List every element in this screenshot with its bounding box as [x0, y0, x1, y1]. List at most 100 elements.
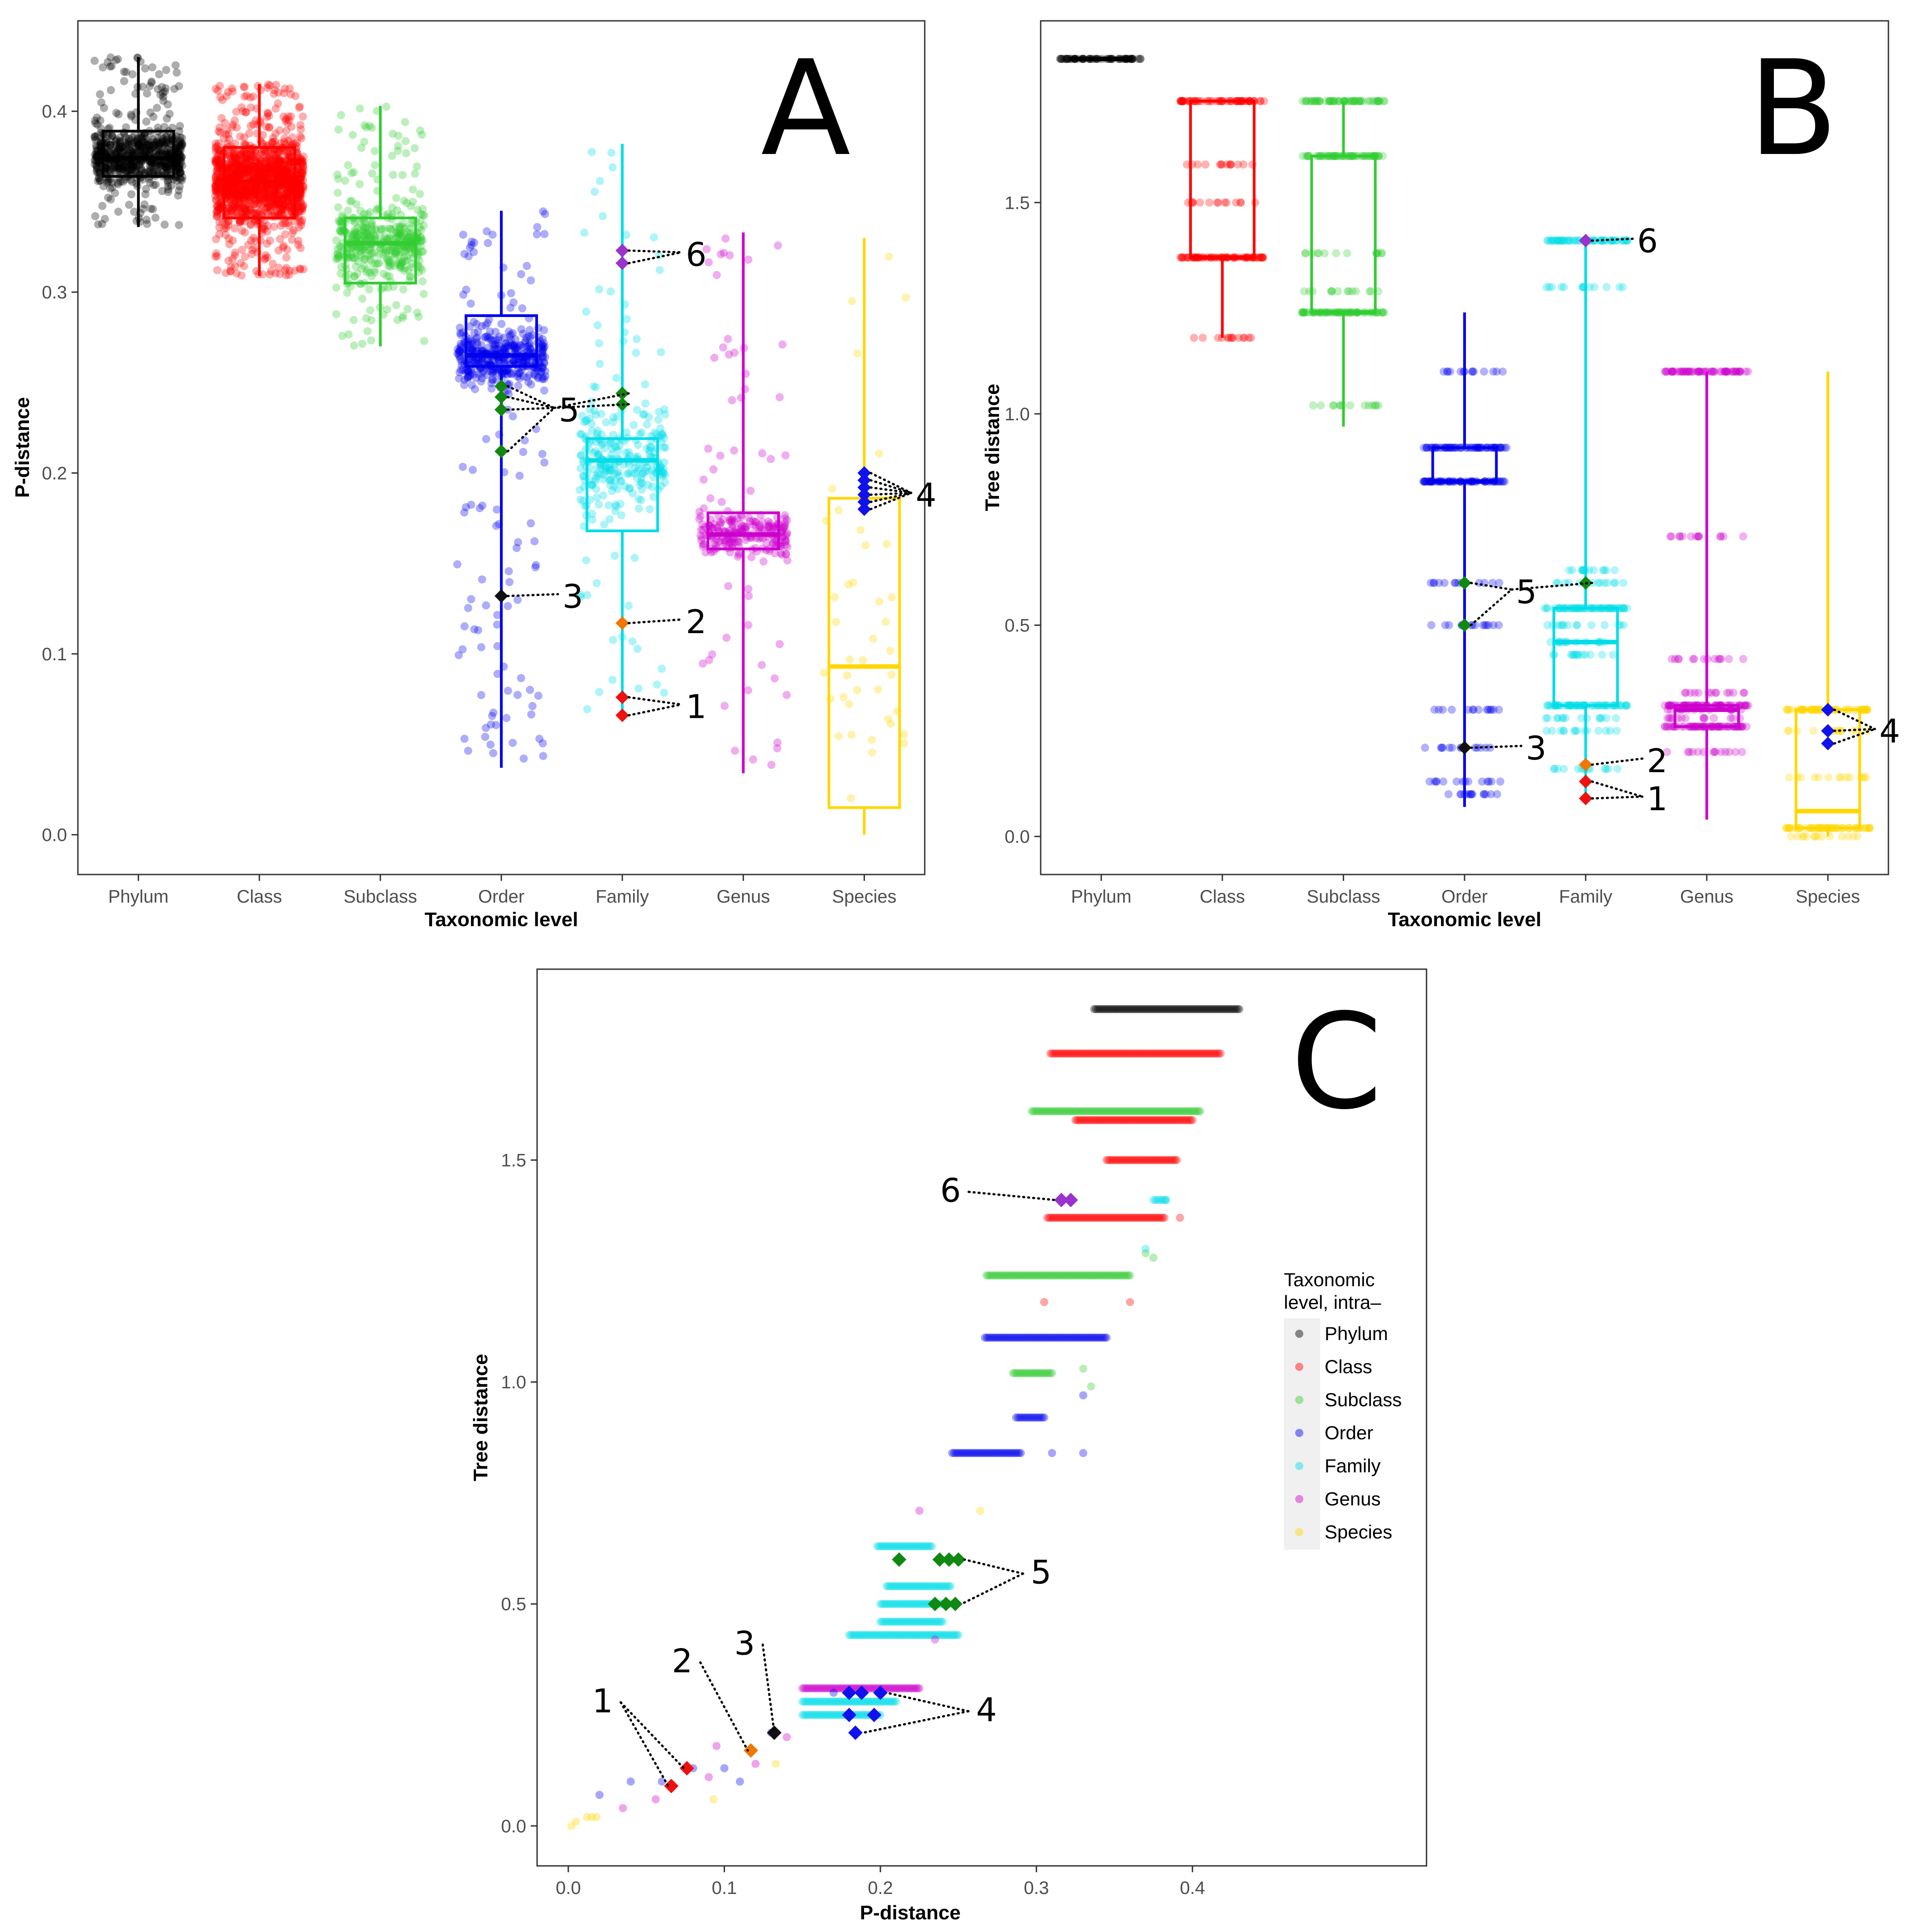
data-point: [1619, 236, 1628, 245]
data-point: [591, 383, 600, 392]
data-point: [1480, 367, 1488, 376]
data-point: [124, 166, 133, 175]
data-point: [719, 343, 727, 352]
data-point: [408, 185, 417, 194]
data-point: [634, 441, 642, 449]
data-point: [383, 305, 391, 314]
data-point: [502, 340, 510, 348]
data-point: [212, 186, 221, 194]
data-point: [148, 163, 157, 172]
data-point: [178, 134, 186, 142]
data-point: [486, 740, 495, 749]
data-point: [706, 494, 715, 503]
data-point: [242, 202, 250, 211]
data-point: [175, 82, 183, 91]
data-point: [135, 140, 144, 149]
data-point: [298, 159, 306, 167]
data-point: [175, 153, 184, 162]
data-point: [103, 58, 112, 67]
data-point: [624, 601, 633, 610]
data-point: [95, 159, 104, 168]
data-point: [95, 161, 104, 170]
data-point: [92, 150, 101, 159]
data-point: [337, 111, 345, 120]
data-point: [127, 111, 135, 119]
data-point: [1487, 790, 1495, 798]
data-point: [1586, 650, 1595, 659]
data-point: [145, 162, 154, 170]
data-point: [1489, 367, 1498, 376]
data-point: [134, 139, 143, 148]
data-point: [151, 138, 160, 147]
data-point: [164, 185, 173, 194]
data-point: [154, 134, 162, 142]
data-point: [228, 157, 237, 166]
data-point: [348, 253, 357, 261]
data-point: [95, 168, 104, 177]
data-point: [728, 396, 736, 404]
data-point: [175, 148, 183, 157]
annotation-label: 6: [686, 235, 706, 274]
data-point: [91, 150, 99, 159]
data-point: [509, 412, 517, 421]
data-point: [592, 493, 601, 502]
data-point: [231, 182, 240, 190]
y-tick-label: 0.4: [42, 102, 67, 122]
data-point: [115, 137, 124, 145]
data-point: [258, 163, 266, 172]
data-point: [175, 142, 183, 150]
data-point: [377, 225, 386, 233]
data-point: [847, 731, 856, 739]
data-point: [595, 285, 604, 293]
data-point: [1556, 726, 1565, 735]
data-point: [1427, 621, 1436, 630]
data-point: [332, 255, 341, 264]
data-point: [170, 85, 178, 93]
data-point: [900, 730, 908, 739]
data-point: [224, 130, 233, 139]
data-point: [1543, 621, 1552, 630]
data-point: [117, 163, 126, 171]
data-point: [698, 659, 707, 668]
data-point: [288, 133, 297, 142]
data-point: [234, 162, 242, 170]
data-point: [134, 149, 142, 157]
data-point: [159, 135, 167, 143]
data-point: [699, 475, 708, 484]
data-point: [135, 161, 144, 170]
data-point: [744, 585, 753, 593]
data-point: [250, 173, 259, 181]
data-point: [166, 164, 174, 173]
data-point: [605, 476, 614, 484]
data-point: [110, 167, 119, 176]
data-point: [92, 141, 101, 150]
data-point: [137, 131, 145, 139]
data-point: [145, 167, 154, 175]
data-point: [856, 526, 865, 534]
data-point: [122, 123, 130, 132]
data-point: [110, 163, 119, 172]
data-point: [122, 143, 130, 151]
data-point: [151, 159, 160, 167]
data-point: [147, 159, 155, 168]
data-point: [1223, 160, 1231, 169]
data-point: [106, 62, 115, 71]
data-point: [867, 735, 876, 744]
data-point: [727, 518, 736, 526]
data-point: [159, 159, 168, 167]
data-point: [284, 219, 293, 227]
data-point: [144, 168, 152, 176]
data-point: [595, 687, 604, 696]
data-point: [115, 145, 123, 154]
data-point: [230, 150, 238, 159]
data-point: [108, 178, 116, 187]
data-point: [226, 267, 235, 275]
data-point: [91, 160, 99, 168]
data-point: [149, 168, 158, 176]
data-point: [124, 140, 133, 149]
data-point: [367, 336, 375, 345]
data-point: [607, 149, 616, 157]
data-point: [149, 141, 158, 149]
data-point: [149, 149, 158, 157]
data-point: [279, 165, 288, 173]
